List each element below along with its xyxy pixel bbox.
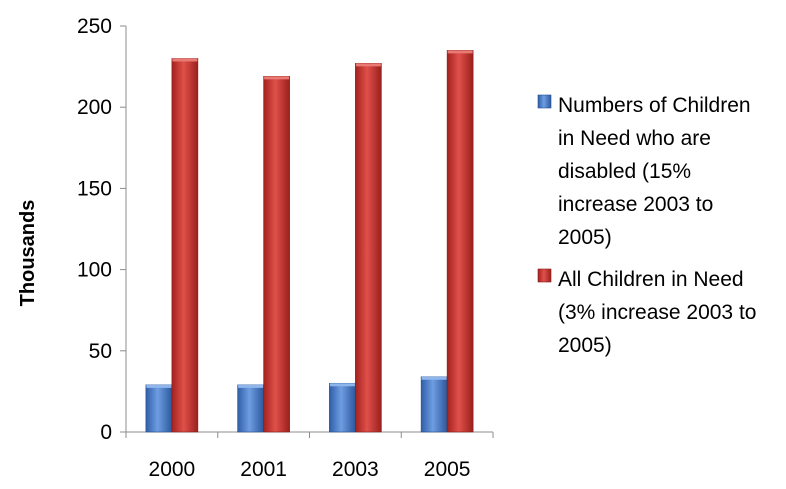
y-tick-label: 0	[100, 421, 112, 444]
x-tick-label: 2003	[332, 458, 379, 481]
bar-top-highlight	[355, 63, 381, 67]
bar-top-highlight	[146, 384, 172, 388]
legend-label: All Children in Need	[558, 268, 744, 291]
legend-swatch	[537, 94, 552, 109]
legend-label: 2005)	[558, 226, 612, 249]
y-tick-label: 50	[89, 340, 112, 363]
bar-disabled-children-2003	[329, 382, 356, 433]
bar-top-highlight	[447, 50, 473, 54]
legend-swatch	[537, 268, 552, 283]
x-tick-label: 2000	[149, 458, 196, 481]
x-tick-label: 2001	[240, 458, 287, 481]
legend-label: 2005)	[558, 334, 612, 357]
bar-top-highlight	[172, 58, 198, 62]
legend-label: increase 2003 to	[558, 193, 713, 216]
axis-labels: Thousands 0 50 100 150 200 250 2000 2001 2003 200…	[17, 15, 470, 481]
legend-label: disabled (15%	[558, 160, 691, 183]
bar-top-highlight	[238, 384, 264, 388]
y-tick-label: 250	[77, 15, 112, 38]
legend: Numbers of Children in Need who are disabl…	[537, 94, 756, 357]
bar-top-highlight	[421, 376, 447, 380]
bars	[145, 50, 474, 433]
x-tick-label: 2005	[424, 458, 471, 481]
bar-disabled-children-2001	[237, 384, 264, 433]
y-tick-label: 100	[77, 259, 112, 282]
bar-top-highlight	[329, 383, 355, 387]
legend-label: Numbers of Children	[558, 94, 751, 117]
bar-disabled-children-2000	[145, 384, 173, 433]
bar-all-children-2001	[263, 76, 290, 433]
bar-all-children-2003	[355, 63, 382, 433]
y-axis-title: Thousands	[17, 200, 39, 307]
bar-disabled-children-2005	[420, 376, 448, 433]
legend-label: (3% increase 2003 to	[558, 301, 756, 324]
legend-label: in Need who are	[558, 127, 711, 150]
y-tick-label: 200	[77, 96, 112, 119]
bar-all-children-2000	[171, 58, 199, 433]
bar-top-highlight	[264, 76, 290, 80]
y-tick-label: 150	[77, 177, 112, 200]
bar-all-children-2005	[446, 50, 474, 433]
